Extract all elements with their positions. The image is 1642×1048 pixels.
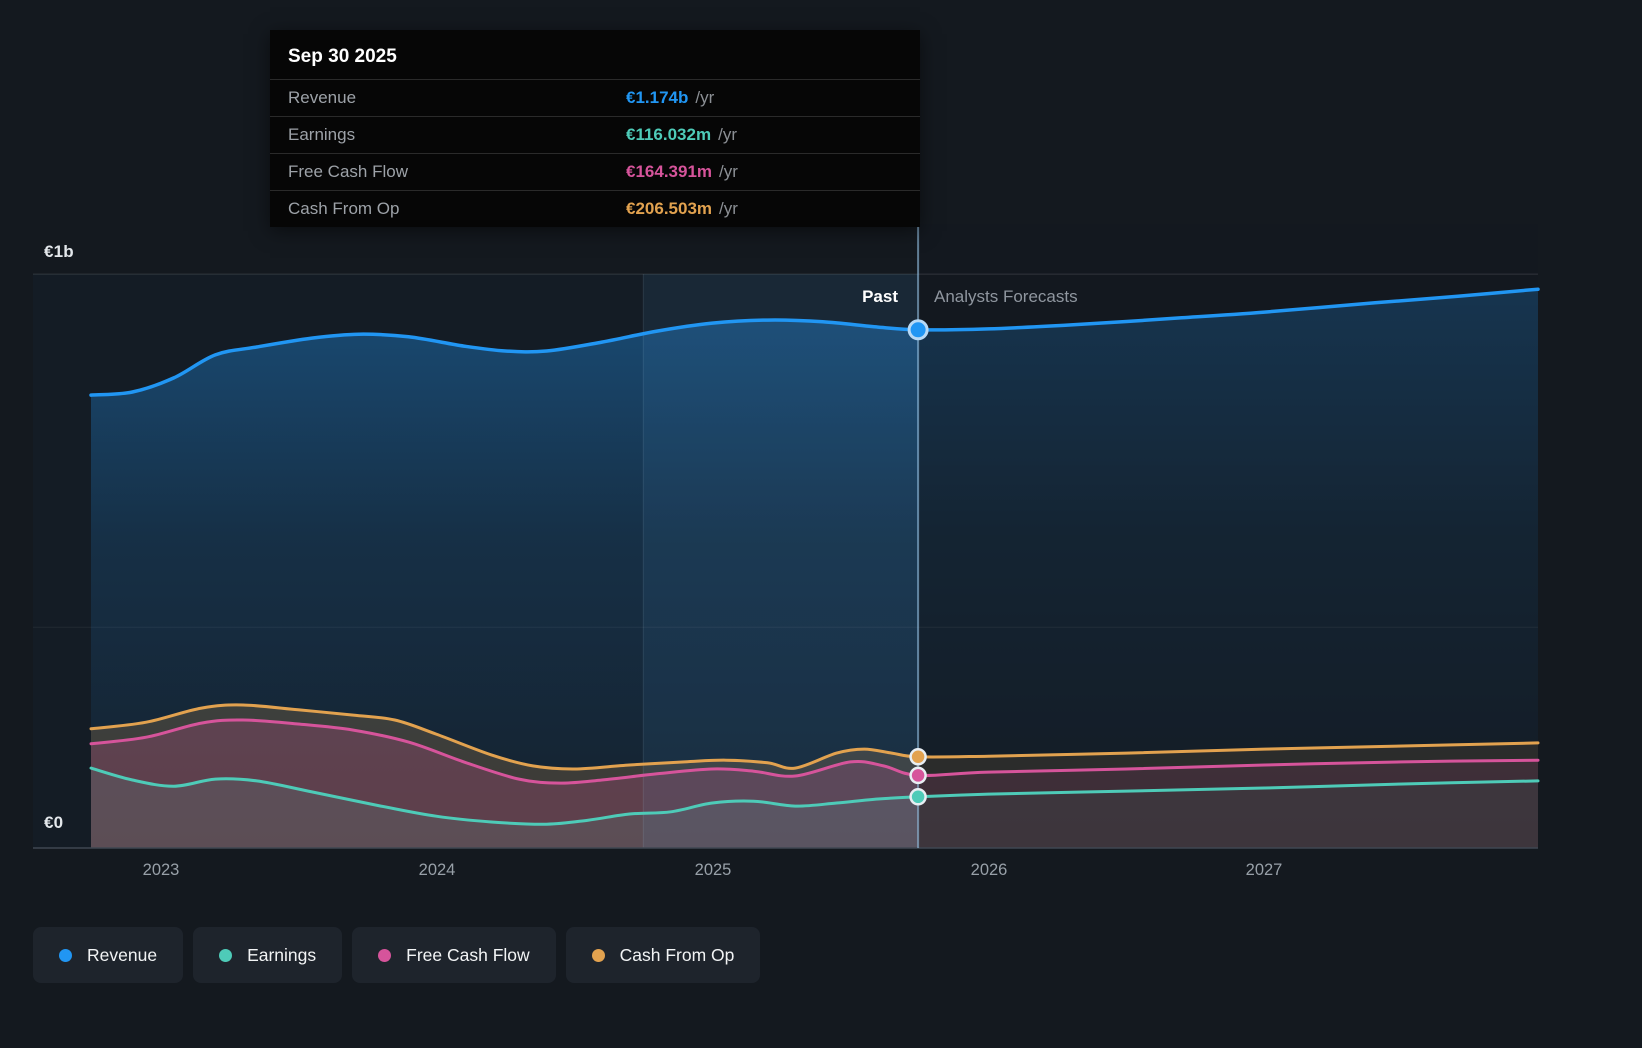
marker-dot-cash-from-op (909, 748, 927, 766)
tooltip-suffix: /yr (718, 125, 737, 144)
series-free-cash-flow-line (89, 718, 1540, 785)
tooltip-value: €116.032m (626, 125, 712, 144)
marker-dot-free-cash-flow (909, 766, 927, 785)
legend: Revenue Earnings Free Cash Flow Cash Fro… (33, 927, 761, 983)
series-earnings-line (89, 766, 1540, 826)
tooltip-row-earnings: Earnings €116.032m /yr (270, 116, 920, 153)
series-free-cash-flow-area (91, 719, 1538, 848)
y-axis-label-0: €0 (44, 813, 64, 832)
x-tick-2023: 2023 (142, 861, 180, 879)
x-tick-2026: 2026 (970, 861, 1008, 879)
tooltip-suffix: /yr (719, 162, 738, 181)
marker-dot-earnings (909, 788, 927, 806)
marker-dot-revenue (907, 319, 929, 341)
x-tick-2025: 2025 (694, 861, 732, 879)
legend-label: Earnings (247, 944, 317, 965)
tooltip-value: €1.174b (626, 88, 689, 107)
tooltip-value: €164.391m (626, 162, 713, 181)
highlight-band (643, 274, 919, 849)
tooltip-row-cash-from-op: Cash From Op €206.503m /yr (270, 190, 920, 227)
earnings-dot-icon (219, 948, 233, 962)
legend-item-free-cash-flow[interactable]: Free Cash Flow (352, 927, 556, 983)
y-axis-label-1b: €1b (44, 242, 74, 261)
past-label: Past (862, 287, 898, 306)
series-earnings-area (91, 768, 1538, 848)
revenue-dot-icon (59, 948, 72, 962)
series-cash-from-op-line (89, 703, 1540, 771)
legend-item-cash-from-op[interactable]: Cash From Op (565, 927, 761, 983)
cash-from-op-dot-icon (591, 948, 605, 962)
legend-label: Cash From Op (619, 944, 735, 965)
analysts-forecasts-label: Analysts Forecasts (934, 287, 1078, 306)
legend-item-earnings[interactable]: Earnings (193, 927, 343, 983)
series-revenue-area (91, 289, 1538, 848)
tooltip-date: Sep 30 2025 (288, 46, 397, 67)
tooltip-value: €206.503m (626, 199, 713, 218)
tooltip-label: Earnings (288, 125, 356, 144)
tooltip-row-free-cash-flow: Free Cash Flow €164.391m /yr (270, 153, 920, 190)
tooltip-suffix: /yr (695, 88, 715, 107)
tooltip-label: Cash From Op (288, 199, 400, 218)
series-revenue-line (89, 287, 1540, 397)
tooltip: Sep 30 2025 Revenue €1.174b /yr Earnings… (270, 30, 920, 227)
x-tick-2027: 2027 (1245, 861, 1283, 879)
legend-item-revenue[interactable]: Revenue (33, 927, 184, 983)
x-tick-2024: 2024 (418, 861, 456, 879)
tooltip-row-revenue: Revenue €1.174b /yr (270, 79, 920, 116)
tooltip-label: Revenue (288, 88, 357, 107)
legend-label: Revenue (87, 944, 158, 965)
legend-label: Free Cash Flow (406, 944, 530, 965)
free-cash-flow-dot-icon (378, 948, 392, 962)
tooltip-suffix: /yr (719, 199, 738, 218)
tooltip-label: Free Cash Flow (288, 162, 408, 181)
